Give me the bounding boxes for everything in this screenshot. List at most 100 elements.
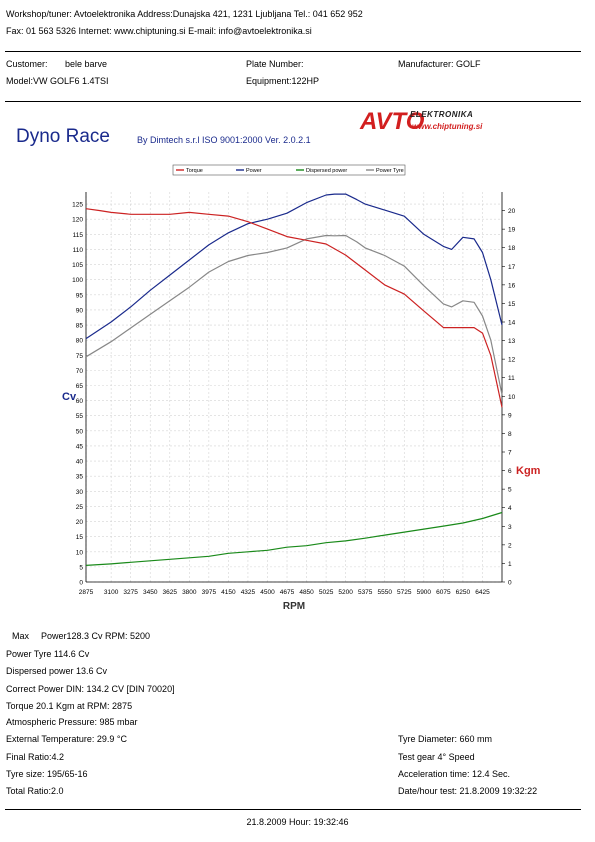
y-tick-label-left: 85 — [76, 323, 84, 330]
tyre-diameter: Tyre Diameter: 660 mm — [398, 734, 493, 744]
y-tick-label-left: 95 — [76, 292, 84, 299]
max-power: Power128.3 Cv RPM: 5200 — [41, 631, 151, 641]
x-tick-label: 5725 — [397, 589, 412, 596]
y-tick-label-right: 8 — [508, 431, 512, 438]
y-tick-label-right: 15 — [508, 301, 516, 308]
x-tick-label: 3975 — [202, 589, 217, 596]
y-tick-label-right: 1 — [508, 561, 512, 568]
y-tick-label-right: 0 — [508, 580, 512, 587]
y-tick-label-left: 30 — [76, 489, 84, 496]
acceleration-time: Acceleration time: 12.4 Sec. — [398, 769, 511, 779]
y-tick-label-right: 12 — [508, 357, 516, 364]
series-line-torque — [85, 208, 503, 408]
x-tick-label: 5200 — [338, 589, 353, 596]
y-tick-label-right: 4 — [508, 505, 512, 512]
y-tick-label-left: 120 — [72, 217, 83, 224]
contact-line: Fax: 01 563 5326 Internet: www.chiptunin… — [6, 26, 312, 36]
y-tick-label-right: 3 — [508, 524, 512, 531]
y-tick-label-left: 60 — [76, 398, 84, 405]
x-tick-label: 2875 — [79, 589, 94, 596]
x-tick-label: 4850 — [299, 589, 314, 596]
correct-power-din: Correct Power DIN: 134.2 CV [DIN 70020] — [6, 684, 175, 694]
model: Model:VW GOLF6 1.4TSI — [6, 76, 109, 86]
y-axis-label-kgm: Kgm — [516, 465, 541, 477]
y-tick-label-left: 65 — [76, 383, 84, 390]
y-tick-label-left: 25 — [76, 504, 84, 511]
y-tick-label-left: 100 — [72, 277, 83, 284]
y-tick-label-left: 110 — [73, 247, 84, 254]
tyre-size: Tyre size: 195/65-16 — [6, 769, 88, 779]
max-label: Max — [12, 631, 30, 641]
y-axis-label-cv: Cv — [62, 391, 77, 403]
chart-legend — [172, 164, 406, 176]
external-temperature: External Temperature: 29.9 °C — [6, 734, 127, 744]
x-tick-label: 5550 — [378, 589, 393, 596]
divider — [5, 51, 581, 52]
y-tick-label-right: 7 — [508, 450, 512, 457]
report-subtitle: By Dimtech s.r.l ISO 9001:2000 Ver. 2.0.… — [137, 135, 311, 145]
final-ratio: Final Ratio:4.2 — [6, 752, 65, 762]
x-tick-label: 4675 — [280, 589, 295, 596]
dispersed-power: Dispersed power 13.6 Cv — [6, 666, 108, 676]
y-tick-label-left: 50 — [76, 428, 84, 435]
footer-date: 21.8.2009 Hour: 19:32:46 — [246, 817, 349, 827]
plate-number: Plate Number: — [246, 59, 304, 69]
atmospheric-pressure: Atmospheric Pressure: 985 mbar — [6, 717, 138, 727]
test-datetime: Date/hour test: 21.8.2009 19:32:22 — [398, 786, 538, 796]
test-gear: Test gear 4° Speed — [398, 752, 475, 762]
legend-entry: Torque — [186, 168, 203, 174]
y-tick-label-left: 45 — [76, 443, 84, 450]
y-tick-label-right: 17 — [508, 264, 516, 271]
y-tick-label-right: 20 — [508, 208, 516, 215]
customer-value: bele barve — [65, 59, 108, 69]
y-tick-label-left: 125 — [72, 202, 83, 209]
logo-main: AVTO — [360, 108, 425, 135]
series-line-power-tyre — [85, 234, 503, 395]
power-tyre: Power Tyre 114.6 Cv — [6, 649, 90, 659]
y-tick-label-right: 13 — [508, 338, 516, 345]
y-tick-label-left: 70 — [76, 368, 84, 375]
x-tick-label: 4500 — [260, 589, 275, 596]
x-tick-label: 3275 — [123, 589, 138, 596]
avtoelektronika-logo: AVTO ELEKTRONIKA www.chiptuning.si — [360, 108, 482, 138]
y-tick-label-left: 20 — [76, 519, 84, 526]
x-tick-label: 6075 — [436, 589, 451, 596]
x-axis-label-rpm: RPM — [283, 601, 305, 610]
y-tick-label-right: 5 — [508, 487, 512, 494]
x-tick-label: 5025 — [319, 589, 334, 596]
y-tick-label-left: 90 — [76, 307, 84, 314]
equipment: Equipment:122HP — [246, 76, 320, 86]
y-tick-label-left: 105 — [72, 262, 83, 269]
y-tick-label-left: 75 — [76, 353, 84, 360]
y-tick-label-left: 35 — [76, 474, 84, 481]
y-tick-label-right: 16 — [508, 282, 516, 289]
y-tick-label-left: 80 — [76, 338, 84, 345]
x-tick-label: 5900 — [417, 589, 432, 596]
y-tick-label-right: 19 — [508, 227, 516, 234]
y-tick-label-left: 115 — [73, 232, 84, 239]
max-torque: Torque 20.1 Kgm at RPM: 2875 — [6, 701, 133, 711]
series-line-power — [85, 193, 503, 340]
logo-url: www.chiptuning.si — [412, 122, 483, 131]
y-tick-label-right: 18 — [508, 245, 516, 252]
x-tick-label: 3800 — [182, 589, 197, 596]
y-tick-label-left: 40 — [76, 459, 84, 466]
customer-label: Customer: — [6, 59, 48, 69]
y-tick-label-right: 11 — [508, 375, 515, 382]
total-ratio: Total Ratio:2.0 — [6, 786, 64, 796]
y-tick-label-left: 5 — [79, 564, 83, 571]
y-tick-label-left: 0 — [79, 580, 83, 587]
y-tick-label-left: 10 — [76, 549, 84, 556]
divider — [5, 809, 581, 810]
report-title: Dyno Race — [16, 126, 110, 147]
x-tick-label: 3625 — [163, 589, 178, 596]
y-tick-label-right: 2 — [508, 542, 512, 549]
legend-entry: Power Tyre — [376, 168, 404, 174]
x-tick-label: 5375 — [358, 589, 373, 596]
legend-entry: Power — [246, 168, 262, 174]
workshop-line: Workshop/tuner: Avtoelektronika Address:… — [6, 9, 363, 19]
x-tick-label: 4150 — [221, 589, 236, 596]
y-tick-label-right: 10 — [508, 394, 516, 401]
x-tick-label: 3450 — [143, 589, 158, 596]
x-tick-label: 3100 — [104, 589, 119, 596]
